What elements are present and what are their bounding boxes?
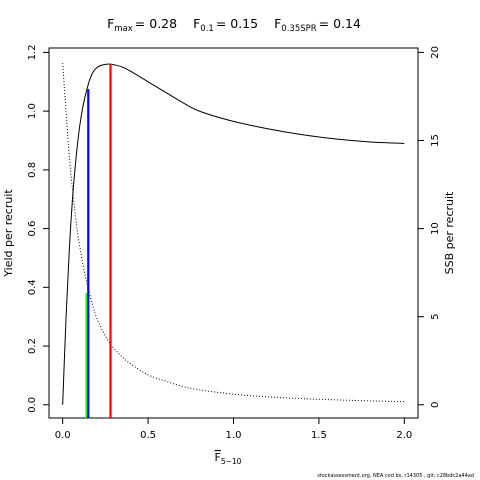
- x-tick-label: 1.5: [311, 430, 327, 441]
- plot-box: [48, 47, 419, 419]
- y-right-tick-label: 20: [430, 46, 441, 59]
- y-right-axis: 0 5 10 15 20: [418, 46, 441, 408]
- y-left-tick-label: 0.2: [27, 338, 38, 354]
- y-left-tick-label: 1.2: [27, 44, 38, 60]
- x-tick-label: 0.0: [55, 430, 71, 441]
- x-tick-label: 0.5: [140, 430, 156, 441]
- y-right-tick-label: 10: [430, 222, 441, 235]
- y-left-tick-label: 1.0: [27, 103, 38, 119]
- series-yield-line: [62, 63, 405, 405]
- y-left-axis-label: Yield per recruit: [2, 189, 15, 278]
- title-f01-sub: 0.1: [200, 24, 214, 34]
- x-axis-label-main: F: [215, 451, 221, 464]
- title-f01-label: F: [193, 16, 200, 31]
- x-axis-label: F5−10: [215, 451, 242, 466]
- title-fmax-sub: max: [114, 24, 133, 34]
- x-axis: 0.0 0.5 1.0 1.5 2.0: [55, 418, 412, 441]
- y-left-tick-label: 0.6: [27, 221, 38, 237]
- y-left-tick-label: 0.0: [27, 397, 38, 413]
- y-right-tick-label: 0: [430, 402, 441, 408]
- chart-title: Fmax = 0.28 F0.1 = 0.15 F0.35SPR = 0.14: [107, 16, 361, 34]
- y-right-tick-label: 15: [430, 134, 441, 147]
- title-fmax-value: = 0.28: [135, 16, 177, 31]
- title-fspr-sub: 0.35SPR: [281, 24, 316, 34]
- x-axis-label-sub: 5−10: [221, 457, 242, 466]
- data-layer: [62, 62, 405, 418]
- y-left-tick-label: 0.4: [27, 279, 38, 295]
- title-fspr-value: = 0.14: [319, 16, 361, 31]
- title-fspr-label: F: [274, 16, 281, 31]
- title-f01-value: = 0.15: [216, 16, 258, 31]
- y-left-axis: 0.0 0.2 0.4 0.6 0.8 1.0 1.2: [27, 44, 49, 413]
- x-tick-label: 2.0: [396, 430, 412, 441]
- series-ssb-line: [62, 62, 405, 403]
- y-left-tick-label: 0.8: [27, 162, 38, 178]
- x-tick-label: 1.0: [226, 430, 242, 441]
- title-fmax-label: F: [107, 16, 114, 31]
- y-right-axis-label: SSB per recruit: [443, 191, 456, 274]
- y-right-tick-label: 5: [430, 314, 441, 320]
- footer-credit: stockassessment.org, NEA cod bs, r14305 …: [317, 473, 474, 479]
